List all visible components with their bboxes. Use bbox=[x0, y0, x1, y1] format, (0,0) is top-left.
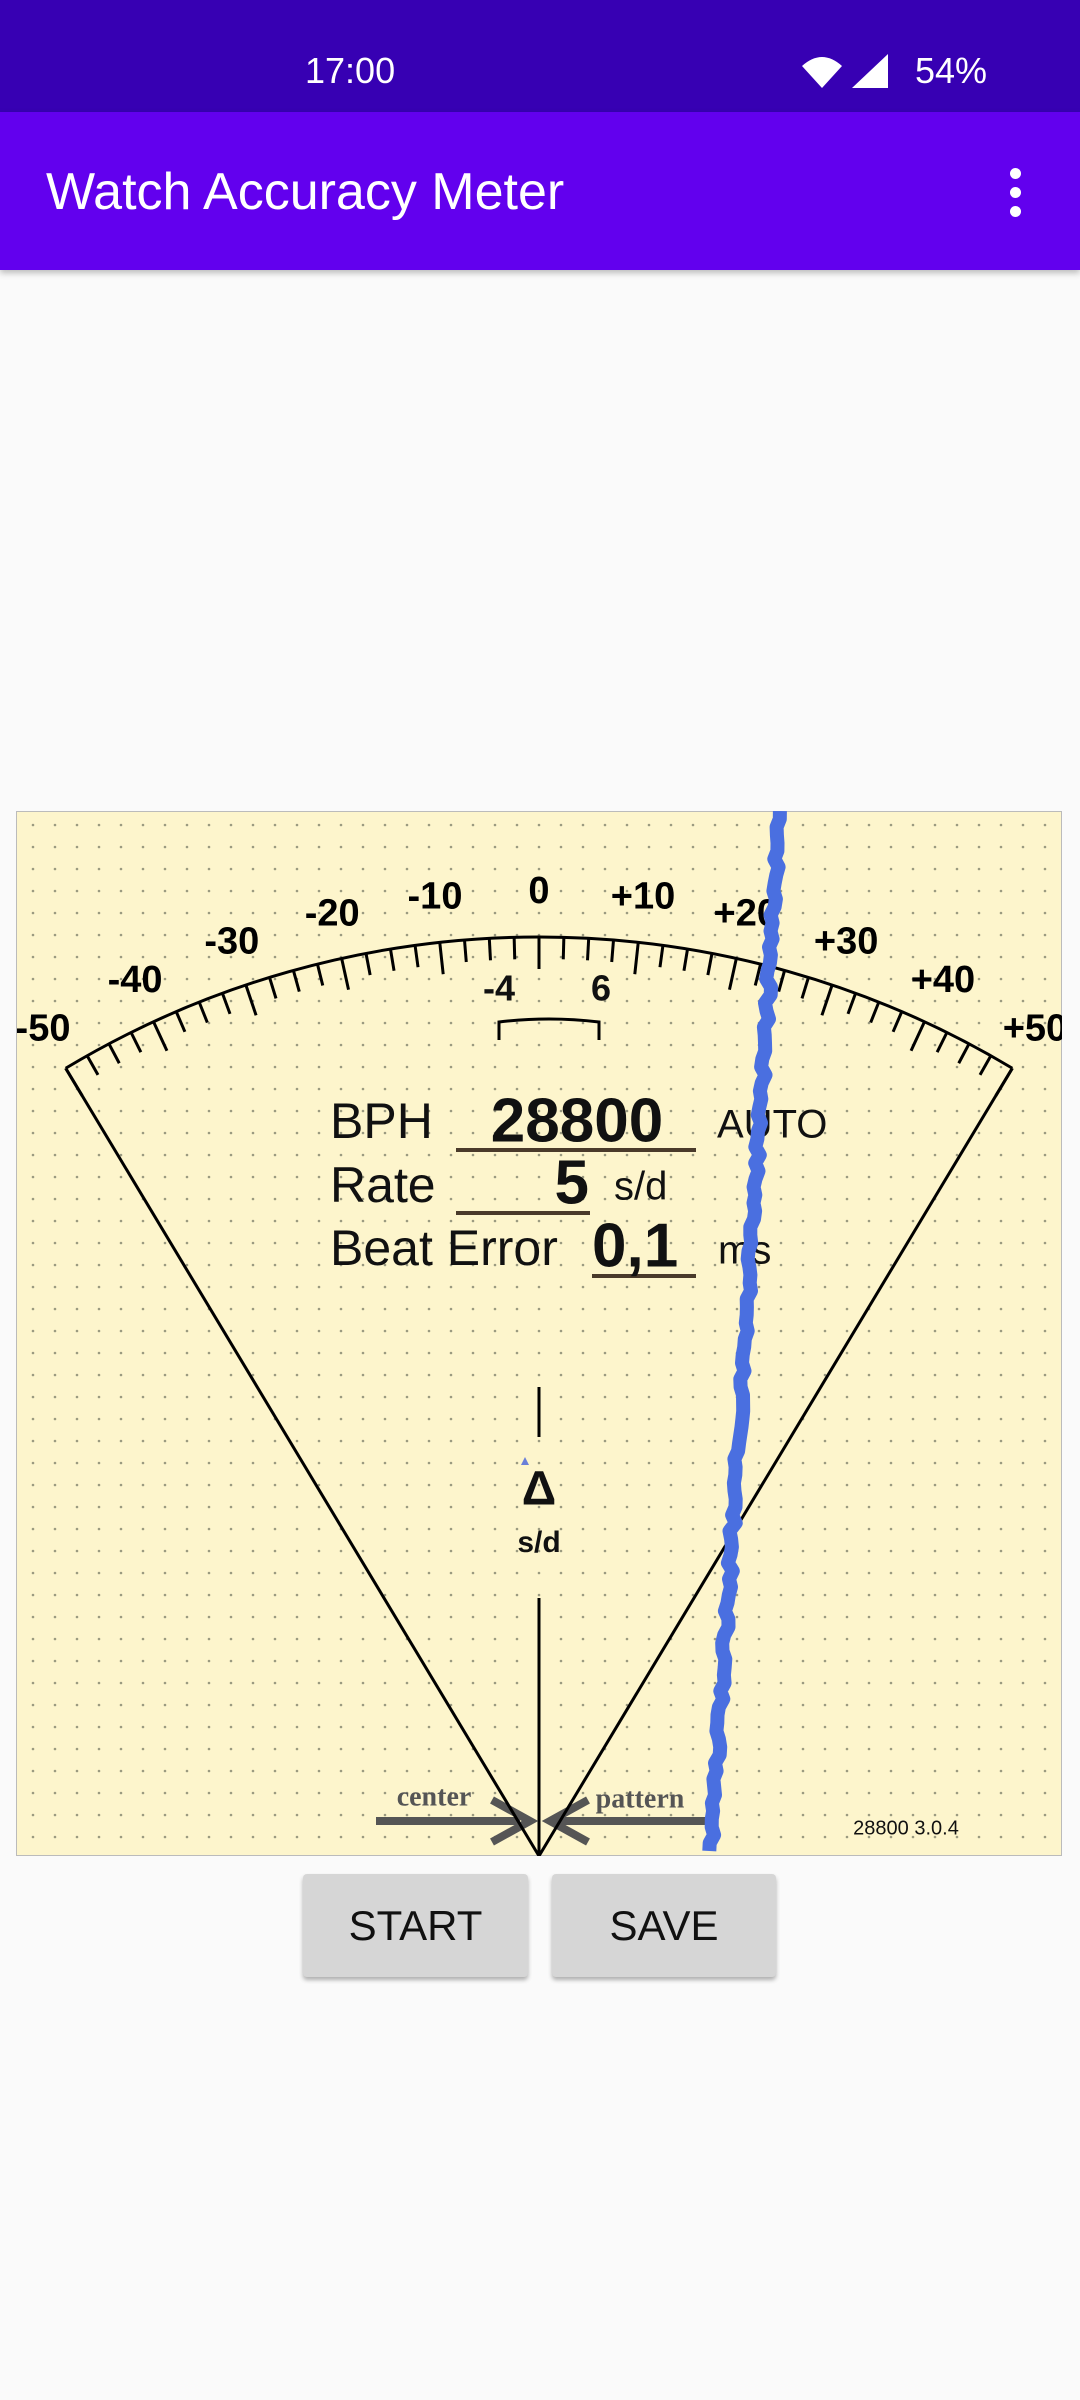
dial-tick bbox=[610, 939, 615, 963]
rate-unit: s/d bbox=[614, 1165, 667, 1209]
dial-tick bbox=[221, 992, 232, 1015]
version: 28800 3.0.4 bbox=[853, 1817, 959, 1839]
center-label: center bbox=[397, 1781, 472, 1812]
scale-label: -50 bbox=[16, 1008, 70, 1050]
status-icons bbox=[802, 54, 888, 88]
dial-tick bbox=[364, 953, 372, 976]
scale-label: +10 bbox=[611, 876, 675, 918]
dial-tick bbox=[64, 1067, 84, 1097]
dial-tick bbox=[935, 1031, 949, 1053]
dial-tick bbox=[389, 948, 396, 972]
scale-label: +30 bbox=[814, 920, 878, 962]
dial-tick bbox=[152, 1021, 169, 1052]
beat-error-value: 0,1 bbox=[592, 1211, 678, 1280]
status-bar: 17:00 54% bbox=[0, 0, 1080, 112]
dial-tick bbox=[315, 963, 325, 986]
dial-tick bbox=[438, 942, 445, 975]
scale-label: 0 bbox=[528, 870, 549, 912]
pattern-label: pattern bbox=[596, 1783, 685, 1814]
dial-tick bbox=[909, 1021, 926, 1052]
beat-error-label: Beat Error bbox=[330, 1220, 558, 1276]
dial-tick bbox=[633, 942, 640, 975]
dial-tick bbox=[463, 939, 468, 963]
dial-tick bbox=[753, 963, 763, 986]
app-bar: Watch Accuracy Meter bbox=[0, 112, 1080, 270]
dial-tick bbox=[107, 1043, 121, 1064]
bph-value: 28800 bbox=[491, 1086, 663, 1155]
dial-tick bbox=[800, 976, 810, 999]
dial-tick bbox=[174, 1011, 187, 1033]
dial-tick bbox=[291, 970, 301, 993]
dial-tick bbox=[891, 1011, 904, 1033]
overflow-menu[interactable] bbox=[1010, 168, 1024, 218]
dial-tick bbox=[706, 953, 714, 976]
dial-tick bbox=[244, 984, 258, 1016]
dial-tick bbox=[85, 1055, 100, 1076]
dial-edge bbox=[64, 1067, 541, 1856]
dial-tick bbox=[658, 945, 665, 968]
dial-tick bbox=[413, 945, 420, 968]
dial-tick bbox=[512, 937, 517, 960]
dial-tick bbox=[978, 1055, 993, 1076]
dial-tick bbox=[129, 1031, 143, 1053]
bph-mode: AUTO bbox=[717, 1103, 827, 1147]
dial-tick bbox=[777, 970, 787, 993]
dial-tick bbox=[487, 938, 492, 961]
dial-tick bbox=[820, 984, 834, 1016]
bph-label: BPH bbox=[330, 1093, 433, 1149]
dial-tick bbox=[682, 948, 689, 972]
dial-arc bbox=[64, 935, 1014, 1070]
dial-tick bbox=[268, 976, 278, 999]
dial-tick bbox=[728, 958, 738, 991]
scale-label: -30 bbox=[204, 920, 259, 962]
clock: 17:00 bbox=[305, 50, 396, 91]
dial-tick bbox=[586, 938, 591, 961]
dial-tick bbox=[957, 1043, 971, 1064]
dial-tick bbox=[869, 1001, 881, 1024]
dial-edge bbox=[537, 1067, 1014, 1856]
scale-label: -40 bbox=[108, 959, 163, 1001]
dial-tick bbox=[846, 992, 857, 1015]
dial: BPH 28800 AUTO Rate 5 s/d Beat Error 0,1… bbox=[16, 811, 1062, 1856]
start-button[interactable]: START bbox=[303, 1874, 528, 1977]
scale-label: -10 bbox=[408, 876, 463, 918]
app-title: Watch Accuracy Meter bbox=[46, 163, 565, 221]
delta-symbol: Δ bbox=[522, 1463, 557, 1516]
scale-label: +50 bbox=[1003, 1008, 1062, 1050]
window-label: -4 bbox=[483, 968, 515, 1009]
scale-label: -20 bbox=[305, 892, 360, 934]
dial-tick bbox=[561, 937, 566, 960]
battery: 54% bbox=[915, 50, 988, 91]
rate-value: 5 bbox=[555, 1148, 589, 1217]
dial-tick bbox=[994, 1067, 1014, 1097]
rate-label: Rate bbox=[330, 1157, 436, 1213]
window-label: 6 bbox=[591, 968, 611, 1009]
dial-tick bbox=[340, 958, 350, 991]
dial-tick bbox=[197, 1001, 209, 1024]
rate-trace bbox=[702, 811, 787, 1852]
delta-unit: s/d bbox=[517, 1526, 560, 1559]
save-button[interactable]: SAVE bbox=[552, 1874, 776, 1977]
scale-label: +40 bbox=[911, 959, 975, 1001]
